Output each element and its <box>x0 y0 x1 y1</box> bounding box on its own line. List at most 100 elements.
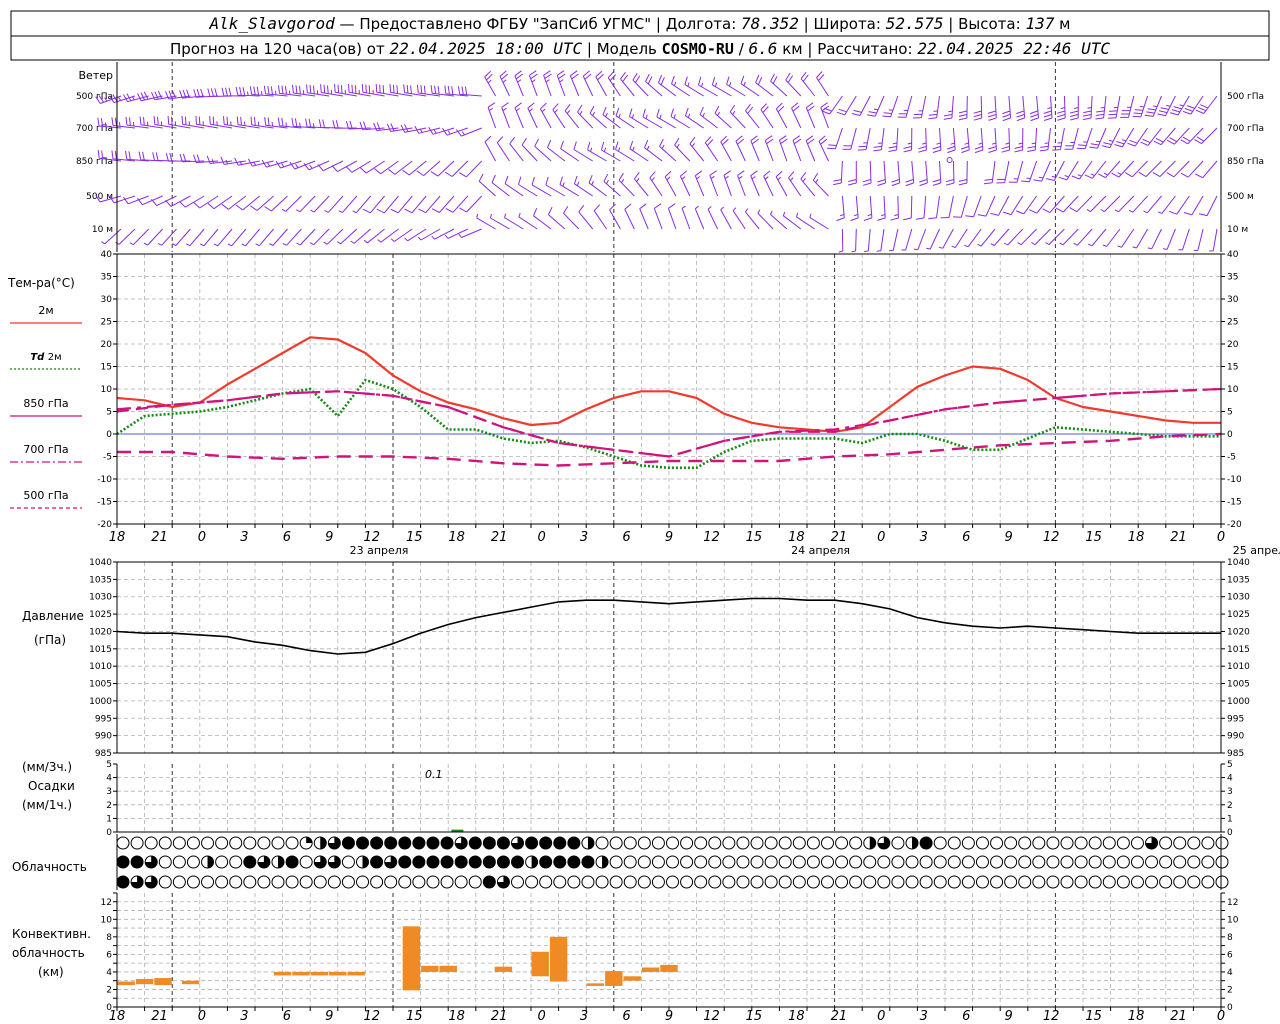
wind-barb <box>657 74 677 97</box>
cloud-cover-fill <box>567 837 580 849</box>
conv-bar <box>439 965 457 972</box>
conv-xtick-label: 21 <box>831 1009 848 1024</box>
wind-barb <box>1183 195 1204 216</box>
wind-barb <box>1166 160 1190 178</box>
cloud-cover-circle <box>764 855 778 869</box>
conv-ytick-label: 10 <box>101 915 113 925</box>
cloud-cover-circle <box>215 875 229 889</box>
wind-barb <box>632 72 649 97</box>
wind-barb <box>809 213 829 230</box>
wind-barb <box>277 117 302 129</box>
conv-ytick-label: 2 <box>106 985 112 995</box>
wind-barb <box>430 85 455 97</box>
cloud-cover-circle <box>1145 875 1159 889</box>
cloud-cover-circle <box>778 875 792 889</box>
cloud-cover-circle <box>609 855 623 869</box>
wind-barb <box>603 173 621 197</box>
cloud-cover-circle <box>1145 855 1159 869</box>
wind-barb <box>1209 228 1218 252</box>
wind-barb <box>785 72 802 97</box>
forecast-label: Прогноз на 120 часа(ов) от <box>170 40 385 58</box>
wind-barb <box>334 84 357 97</box>
wind-barb <box>496 136 510 162</box>
cloud-cover-fill <box>441 837 454 849</box>
wind-barb <box>901 228 913 251</box>
model-res: 6.6 <box>749 39 778 58</box>
wind-barb <box>1042 195 1065 214</box>
precipitation-panel <box>451 829 464 832</box>
cloud-cover-fill <box>356 837 369 849</box>
cloud-cover-fill <box>539 837 552 849</box>
wind-barb <box>940 195 954 219</box>
temp-ytick-label: -10 <box>97 475 112 485</box>
wind-level-label: 10 м <box>92 225 113 235</box>
cloud-cover-fill <box>398 856 411 868</box>
cloud-cover-circle <box>172 855 186 869</box>
temp-ytick-label: 0 <box>1227 430 1233 440</box>
wind-barb <box>338 195 358 214</box>
cloud-cover-circle <box>1018 855 1032 869</box>
cloud-cover-circle <box>595 875 609 889</box>
wind-barb <box>1195 95 1218 114</box>
temp-xtick-label: 12 <box>703 530 720 545</box>
wind-barb <box>836 195 845 222</box>
wind-barb <box>1127 127 1149 147</box>
wind-barb <box>726 76 746 97</box>
cloud-cover-fill <box>497 837 510 849</box>
wind-barb <box>247 158 274 167</box>
legend-label: 500 гПа <box>23 489 68 502</box>
wind-barb <box>386 123 413 132</box>
legend-text: 2м <box>48 352 62 363</box>
wind-barb <box>750 170 760 197</box>
conv-ytick-label: 0 <box>1227 1003 1233 1013</box>
wind-level-label: 500 м <box>86 192 113 202</box>
wind-barb <box>679 170 691 197</box>
conv-xtick-label: 0 <box>537 1009 545 1024</box>
temp-ytick-label: 10 <box>1227 385 1239 395</box>
wind-barb <box>476 213 496 230</box>
wind-barb <box>1128 195 1148 213</box>
wind-barb <box>1064 127 1079 150</box>
temp-xtick-label: 21 <box>491 530 508 545</box>
wind-barb <box>264 117 288 129</box>
wind-barb <box>1180 160 1204 178</box>
wind-barb <box>377 228 399 243</box>
temp-xtick-label: 12 <box>1043 530 1060 545</box>
cloud-cover-fill <box>455 856 468 868</box>
wind-barb <box>943 95 954 120</box>
wind-barb <box>323 228 344 245</box>
temp-ytick-label: -10 <box>1227 475 1242 485</box>
cloud-cover-circle <box>1060 855 1074 869</box>
cloud-cover-circle <box>792 875 806 889</box>
cloud-cover-circle <box>835 855 849 869</box>
wind-barb <box>864 228 871 253</box>
wind-barb <box>778 135 788 162</box>
wind-barb <box>918 127 927 153</box>
wind-barb <box>1039 127 1051 152</box>
temp-xtick-label: 18 <box>109 530 126 545</box>
cloud-cover-fill <box>286 856 299 868</box>
wind-barb <box>221 195 247 210</box>
conv-xtick-label: 9 <box>665 1009 673 1024</box>
wind-barb <box>889 228 899 252</box>
cloud-cover-circle <box>271 875 285 889</box>
wind-barb <box>359 160 385 174</box>
cloud-cover-fill <box>384 856 397 869</box>
wind-barb <box>185 228 205 247</box>
cloud-cover-fill <box>877 837 890 849</box>
wind-barb <box>255 228 274 247</box>
wind-barb <box>720 206 732 230</box>
cloud-cover-circle <box>722 855 736 869</box>
cloud-cover-fill <box>117 856 129 868</box>
header-line-1: Alk_Slavgorod — Предоставлено ФГБУ "ЗапС… <box>209 14 1071 33</box>
wind-barb <box>1194 127 1218 145</box>
wind-barb <box>645 73 663 97</box>
wind-barb <box>1076 127 1093 150</box>
wind-barb <box>1029 195 1051 214</box>
wind-barb <box>659 138 677 162</box>
wind-barb <box>499 70 510 97</box>
cloud-cover-circle <box>243 875 257 889</box>
wind-barb <box>805 102 816 129</box>
pressure-ytick-label: 1020 <box>89 627 112 637</box>
temp-ytick-label: 15 <box>101 363 112 373</box>
